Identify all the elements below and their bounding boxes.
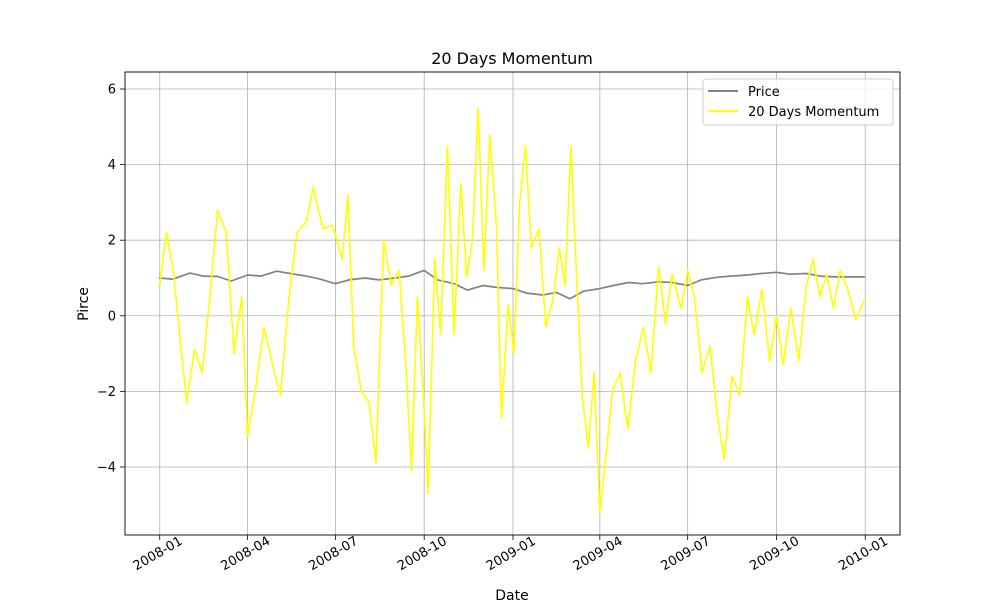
chart-title: 20 Days Momentum [431,49,593,68]
plot-frame [124,71,901,536]
legend: Price 20 Days Momentum [702,78,894,126]
y-tick-label-0: −4 [97,460,116,475]
y-tick-label-3: 2 [108,234,116,249]
legend-label-price: Price [748,85,780,100]
y-tick-label-5: 6 [108,83,116,98]
price-series-line [158,269,866,300]
x-axis-label: Date [495,588,528,600]
grid-layer [125,72,900,535]
y-axis-label: Pirce [76,287,92,321]
momentum-series-line [158,107,866,514]
series-layer [158,107,866,514]
y-tick-label-4: 4 [108,158,116,173]
y-tick-label-1: −2 [97,385,116,400]
legend-label-momentum: 20 Days Momentum [748,105,879,120]
legend-box [702,78,894,126]
y-tick-label-2: 0 [108,309,116,324]
